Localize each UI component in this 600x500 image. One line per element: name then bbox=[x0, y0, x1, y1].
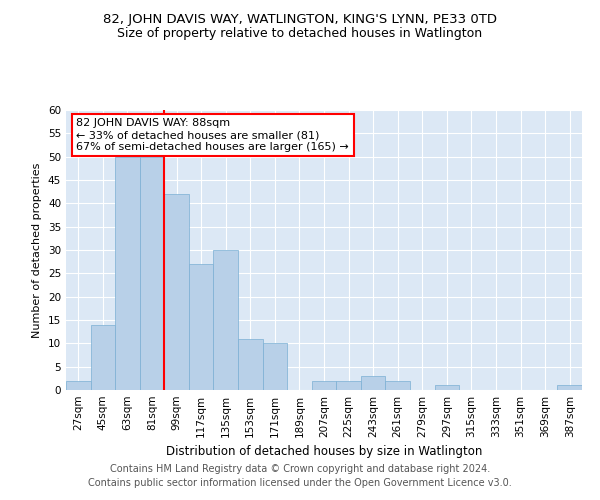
Text: Contains HM Land Registry data © Crown copyright and database right 2024.
Contai: Contains HM Land Registry data © Crown c… bbox=[88, 464, 512, 487]
Text: 82, JOHN DAVIS WAY, WATLINGTON, KING'S LYNN, PE33 0TD: 82, JOHN DAVIS WAY, WATLINGTON, KING'S L… bbox=[103, 12, 497, 26]
Bar bbox=[115, 156, 140, 390]
X-axis label: Distribution of detached houses by size in Watlington: Distribution of detached houses by size … bbox=[166, 446, 482, 458]
Bar bbox=[434, 386, 459, 390]
Text: 82 JOHN DAVIS WAY: 88sqm
← 33% of detached houses are smaller (81)
67% of semi-d: 82 JOHN DAVIS WAY: 88sqm ← 33% of detach… bbox=[76, 118, 349, 152]
Bar bbox=[238, 338, 263, 390]
Bar bbox=[557, 386, 582, 390]
Bar bbox=[361, 376, 385, 390]
Bar bbox=[164, 194, 189, 390]
Bar bbox=[385, 380, 410, 390]
Bar bbox=[140, 156, 164, 390]
Bar bbox=[312, 380, 336, 390]
Text: Size of property relative to detached houses in Watlington: Size of property relative to detached ho… bbox=[118, 28, 482, 40]
Bar bbox=[214, 250, 238, 390]
Y-axis label: Number of detached properties: Number of detached properties bbox=[32, 162, 43, 338]
Bar bbox=[336, 380, 361, 390]
Bar bbox=[189, 264, 214, 390]
Bar bbox=[91, 324, 115, 390]
Bar bbox=[263, 344, 287, 390]
Bar bbox=[66, 380, 91, 390]
